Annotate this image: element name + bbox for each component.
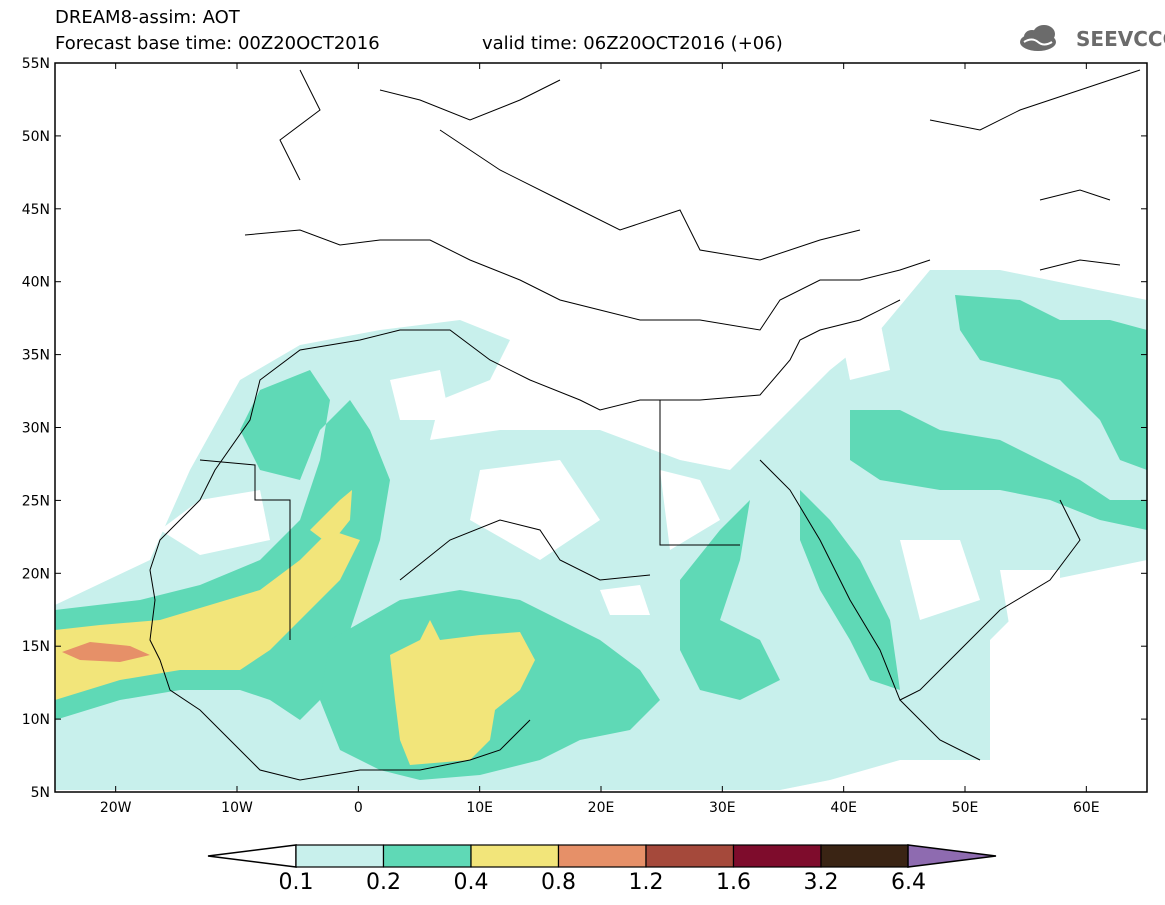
seevccc-logo (1020, 25, 1056, 51)
lon-label: 50E (952, 800, 979, 816)
lon-label: 30E (709, 800, 736, 816)
colorbar-label: 0.4 (453, 870, 489, 895)
logo-text: SEEVCCC (1076, 27, 1165, 51)
map-title: DREAM8-assim: AOT (55, 7, 240, 28)
lat-label: 10N (22, 712, 50, 728)
lon-label: 20E (588, 800, 615, 816)
colorbar-label: 6.4 (891, 870, 926, 895)
lon-label: 20W (100, 800, 132, 816)
lat-label: 45N (22, 202, 50, 218)
lat-label: 50N (22, 129, 50, 145)
lon-label: 10W (221, 800, 253, 816)
lon-label: 60E (1073, 800, 1100, 816)
latitude-axis: 55N 50N 45N 40N 35N 30N 25N 20N 15N 10N 5N (22, 56, 1147, 801)
colorbar-label: 3.2 (803, 870, 839, 895)
forecast-base-time: Forecast base time: 00Z20OCT2016 (55, 33, 380, 54)
lon-label: 40E (830, 800, 857, 816)
valid-time: valid time: 06Z20OCT2016 (+06) (482, 33, 783, 54)
lat-label: 40N (22, 275, 50, 291)
lat-label: 35N (22, 348, 50, 364)
aot-gaps (160, 320, 1060, 630)
lat-label: 25N (22, 493, 50, 509)
cloud-icon (1020, 25, 1056, 51)
colorbar-label: 0.1 (278, 870, 314, 895)
lat-label: 5N (31, 785, 50, 801)
lat-label: 20N (22, 566, 50, 582)
colorbar-label: 1.2 (628, 870, 664, 895)
colorbar-label: 1.6 (716, 870, 751, 895)
lat-label: 15N (22, 639, 50, 655)
lat-label: 55N (22, 56, 50, 72)
aot-shading (55, 270, 1147, 790)
lat-label: 30N (22, 421, 50, 437)
coastlines (149, 69, 1141, 781)
lon-label: 10E (466, 800, 493, 816)
aot-level-0-8 (62, 642, 150, 662)
colorbar-label: 0.8 (541, 870, 576, 895)
longitude-axis: 20W 10W 0 10E 20E 30E 40E 50E 60E (100, 63, 1100, 816)
colorbar-label: 0.2 (366, 870, 401, 895)
lon-label: 0 (354, 800, 363, 816)
